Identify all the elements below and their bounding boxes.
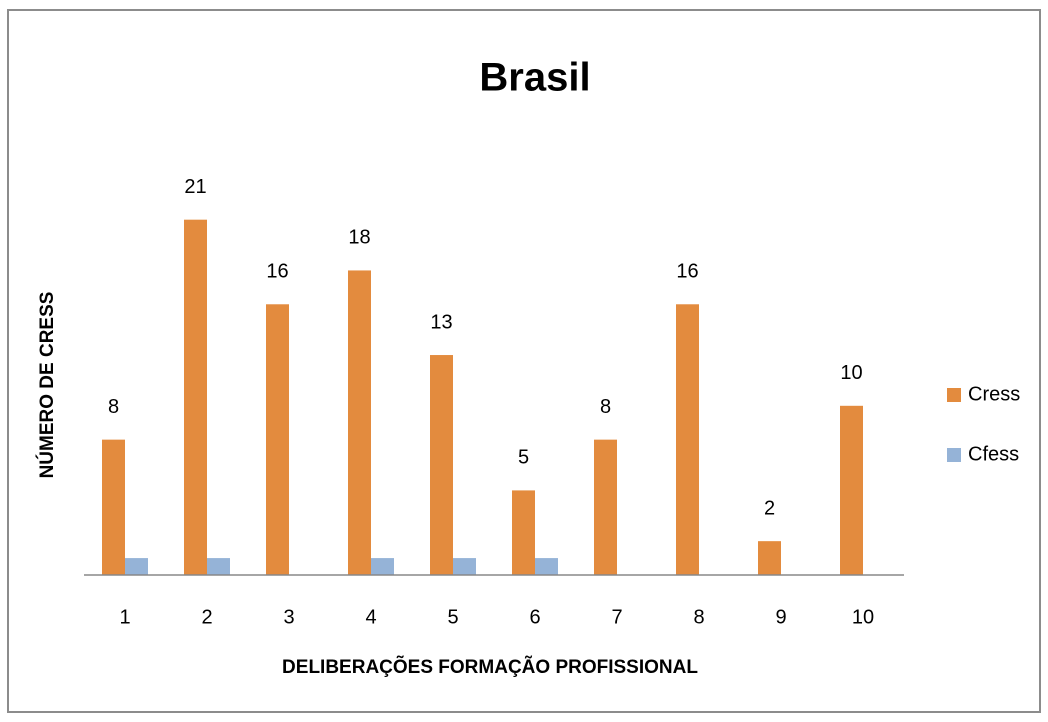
data-label: 10 [840,362,862,384]
bar [512,490,535,575]
x-tick-label: 8 [693,606,704,628]
bar [840,405,863,575]
x-tick-label: 10 [852,606,874,628]
data-label: 16 [266,261,288,283]
x-tick-label: 4 [365,606,376,628]
bar [348,270,371,575]
data-label: 13 [430,311,452,333]
x-tick-label: 9 [775,606,786,628]
x-tick-label: 3 [283,606,294,628]
data-label: 8 [108,396,119,418]
chart-frame [7,9,1041,713]
legend-swatch [947,388,961,402]
bar [430,355,453,575]
bar [453,558,476,575]
chart-title: Brasil [479,56,590,100]
x-tick-label: 5 [447,606,458,628]
data-label: 8 [600,396,611,418]
x-tick-label: 7 [611,606,622,628]
bar [758,541,781,575]
y-axis-label: NÚMERO DE CRESS [36,292,58,479]
bar [102,439,125,575]
bar [184,219,207,575]
legend-swatch [947,448,961,462]
data-label: 2 [764,497,775,519]
bar [125,558,148,575]
bar [266,304,289,575]
x-tick-label: 2 [201,606,212,628]
data-label: 21 [184,176,206,198]
bar [371,558,394,575]
bar [676,304,699,575]
bar [535,558,558,575]
legend-label: Cress [968,383,1020,405]
x-tick-label: 1 [119,606,130,628]
data-label: 18 [348,227,370,249]
data-label: 16 [676,261,698,283]
bar [207,558,230,575]
bar [594,439,617,575]
legend-label: Cfess [968,443,1019,465]
data-label: 5 [518,447,529,469]
x-axis-label: DELIBERAÇÕES FORMAÇÃO PROFISSIONAL [282,656,698,678]
x-tick-label: 6 [529,606,540,628]
